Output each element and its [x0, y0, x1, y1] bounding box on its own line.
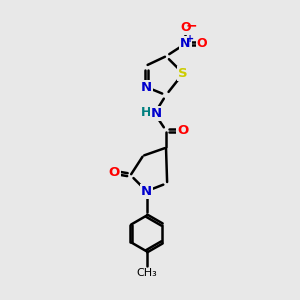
Text: N: N [141, 185, 152, 198]
Text: −: − [186, 18, 198, 32]
Text: N: N [180, 37, 190, 50]
Text: +: + [186, 34, 194, 44]
Text: O: O [196, 37, 207, 50]
Text: O: O [178, 124, 189, 137]
Text: CH₃: CH₃ [136, 268, 157, 278]
Text: O: O [180, 21, 191, 34]
Text: N: N [141, 81, 152, 94]
Text: H: H [141, 106, 151, 119]
Text: O: O [109, 166, 120, 179]
Text: N: N [151, 107, 162, 120]
Text: S: S [178, 67, 188, 80]
